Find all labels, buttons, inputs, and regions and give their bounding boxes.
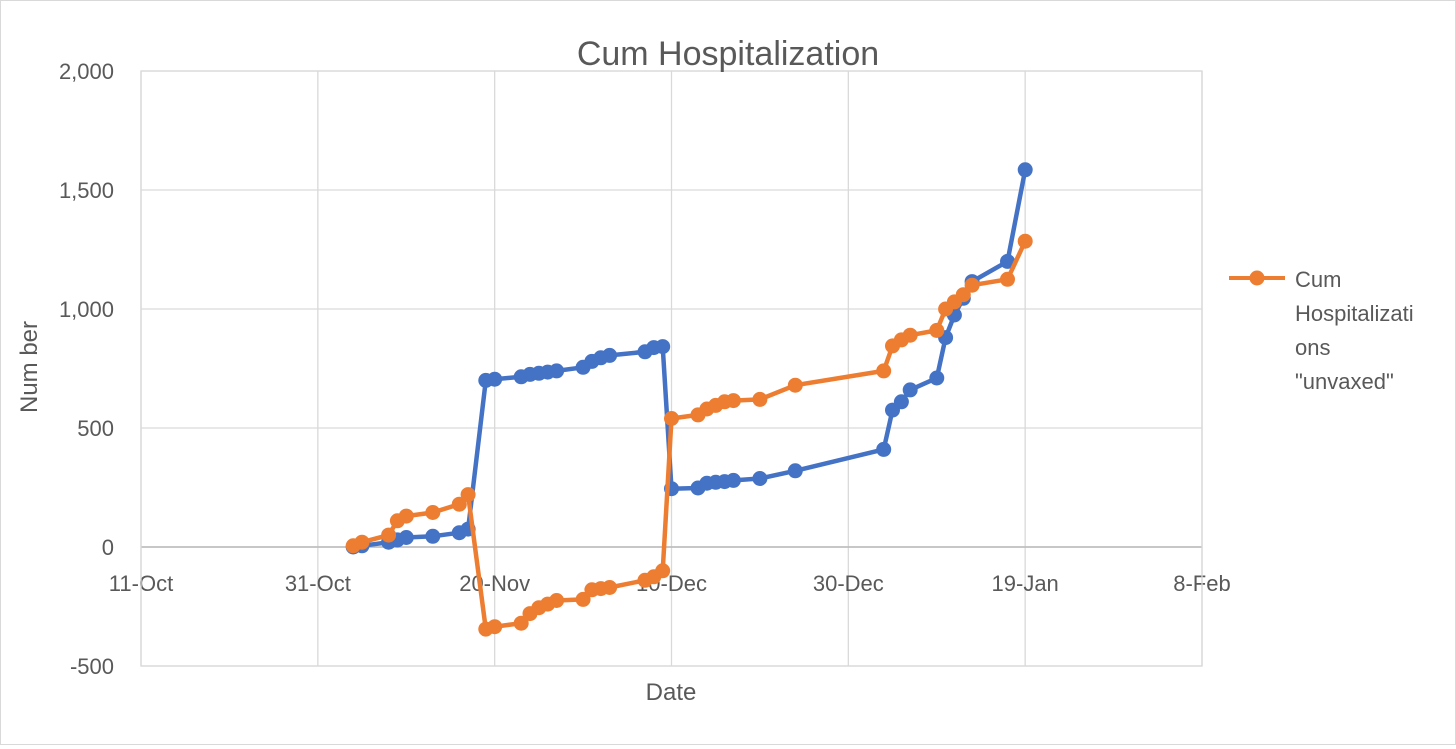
data-point: [575, 591, 591, 607]
x-tick-label: 30-Dec: [813, 571, 884, 596]
y-tick-label: 500: [77, 416, 114, 441]
legend: Cum Hospitalizati ons "unvaxed": [1229, 267, 1414, 394]
data-point: [1000, 271, 1015, 287]
data-point: [955, 287, 971, 303]
series-layer: [345, 162, 1033, 637]
x-tick-label: 19-Jan: [992, 571, 1059, 596]
series-blue: [345, 162, 1033, 555]
legend-text-line-3: ons: [1295, 335, 1330, 360]
data-point: [425, 528, 441, 544]
legend-dot-marker: [1249, 270, 1265, 286]
data-point: [398, 508, 414, 524]
data-point: [725, 472, 741, 488]
data-point: [549, 593, 565, 608]
x-axis-label: Date: [646, 679, 697, 706]
data-point: [602, 347, 618, 363]
y-tick-label: -500: [70, 654, 114, 679]
chart-title: Cum Hospitalization: [577, 35, 879, 73]
plot-area: [140, 70, 1203, 667]
data-point: [902, 327, 918, 343]
data-point: [487, 619, 503, 635]
data-point: [752, 391, 768, 407]
data-point: [876, 441, 892, 457]
y-tick-label: 0: [102, 535, 114, 560]
data-point: [602, 580, 618, 595]
data-point: [451, 496, 467, 512]
data-point: [513, 615, 529, 631]
data-point: [725, 393, 741, 409]
data-point: [929, 370, 945, 386]
x-tick-label: 20-Nov: [459, 571, 530, 596]
legend-text-line-2: Hospitalizati: [1295, 301, 1414, 326]
data-point: [487, 371, 503, 387]
grid-lines: 11-Oct 31-Oct 20-Nov 10-Dec 30-Dec 19-Jan 8-Fe…: [59, 59, 1231, 679]
series-orange: [345, 233, 1033, 637]
series-line: [352, 169, 1028, 550]
legend-text-line-4: "unvaxed": [1295, 369, 1394, 394]
data-point: [354, 534, 370, 550]
data-point: [787, 377, 803, 393]
y-tick-label: 2,000: [59, 59, 114, 84]
data-point: [964, 277, 980, 293]
data-point: [929, 322, 945, 338]
y-tick-label: 1,500: [59, 178, 114, 203]
data-point: [1000, 253, 1015, 269]
data-point: [398, 530, 414, 545]
data-point: [655, 563, 671, 579]
legend-text-line-1: Cum: [1295, 267, 1341, 292]
data-point: [655, 339, 671, 355]
data-point: [381, 527, 397, 543]
data-point: [787, 463, 803, 479]
y-tick-label: 1,000: [59, 297, 114, 322]
data-point: [664, 411, 679, 426]
data-point: [902, 382, 918, 398]
data-point: [549, 363, 565, 379]
data-point: [876, 363, 892, 379]
data-point: [1017, 233, 1033, 249]
y-axis-label: Num ber: [16, 321, 43, 413]
data-point: [425, 505, 441, 520]
x-tick-label: 31-Oct: [285, 571, 351, 596]
data-point: [893, 394, 909, 410]
data-point: [460, 487, 476, 503]
data-point: [1017, 162, 1033, 178]
data-point: [752, 471, 768, 486]
